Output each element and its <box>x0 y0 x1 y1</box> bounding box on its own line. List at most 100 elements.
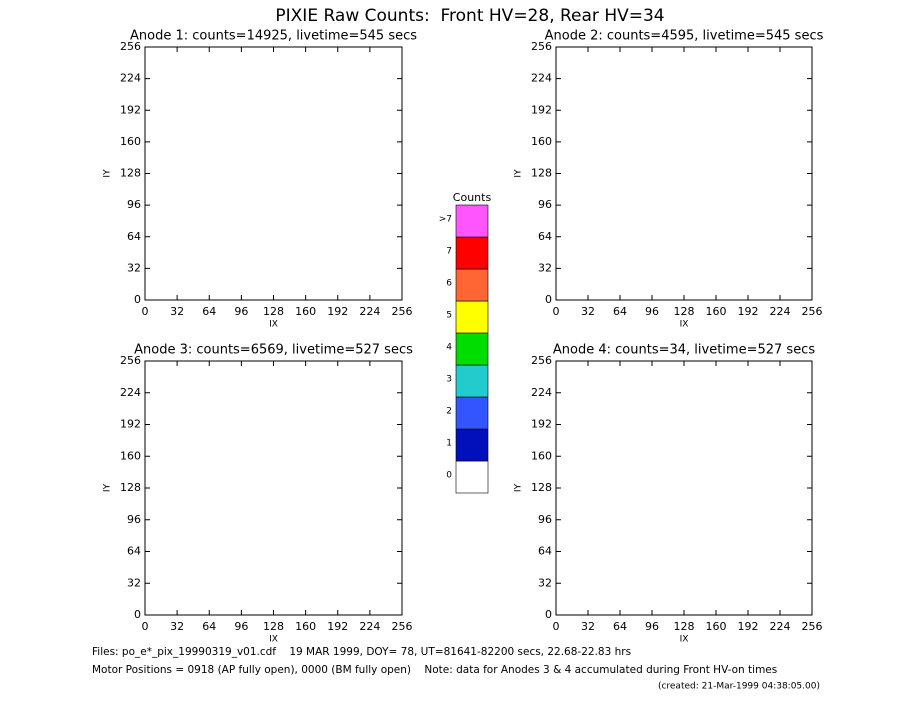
x-tick-label: 128 <box>674 620 695 633</box>
x-tick-label: 224 <box>770 620 791 633</box>
y-axis-label: IY <box>103 169 113 178</box>
x-axis-label: IX <box>269 320 278 330</box>
y-tick-label: 192 <box>120 418 141 431</box>
x-tick-label: 96 <box>645 620 659 633</box>
x-axis-label: IX <box>680 320 689 330</box>
x-tick-label: 32 <box>581 305 595 318</box>
x-tick-label: 224 <box>770 305 791 318</box>
plot-frame <box>144 46 403 301</box>
x-tick-label: 96 <box>234 620 248 633</box>
y-tick-label: 256 <box>531 354 552 367</box>
x-tick-label: 0 <box>553 620 560 633</box>
colorbar-title: Counts <box>453 191 492 204</box>
y-tick-label: 32 <box>127 576 141 589</box>
y-tick-label: 96 <box>538 198 552 211</box>
y-tick-label: 64 <box>127 545 141 558</box>
x-tick-label: 256 <box>802 620 823 633</box>
y-tick-label: 192 <box>531 103 552 116</box>
y-tick-label: 256 <box>120 354 141 367</box>
x-tick-label: 64 <box>613 305 627 318</box>
y-tick-label: 0 <box>134 293 141 306</box>
y-tick-label: 128 <box>531 167 552 180</box>
y-tick-label: 0 <box>545 608 552 621</box>
colorbar-label: 4 <box>446 343 452 353</box>
y-tick-label: 64 <box>538 545 552 558</box>
x-tick-label: 160 <box>295 620 316 633</box>
colorbar-cell <box>455 236 489 270</box>
y-tick-label: 128 <box>120 481 141 494</box>
colorbar-label: 0 <box>446 471 452 481</box>
y-axis-label: IY <box>514 169 524 178</box>
x-tick-label: 192 <box>738 305 759 318</box>
x-tick-label: 96 <box>234 305 248 318</box>
plot-frame <box>144 360 403 616</box>
y-tick-label: 256 <box>531 40 552 53</box>
colorbar-label: 3 <box>446 375 452 385</box>
x-tick-label: 64 <box>613 620 627 633</box>
colorbar-label: 2 <box>446 407 452 417</box>
panel-title: Anode 4: counts=34, livetime=527 secs <box>553 343 815 358</box>
colorbar-cell <box>455 204 489 238</box>
y-tick-label: 0 <box>545 293 552 306</box>
x-tick-label: 256 <box>392 305 413 318</box>
y-tick-label: 160 <box>531 135 552 148</box>
x-tick-label: 32 <box>581 620 595 633</box>
y-tick-label: 64 <box>127 230 141 243</box>
colorbar-label: 1 <box>446 439 452 449</box>
y-tick-label: 128 <box>120 167 141 180</box>
x-tick-label: 192 <box>327 620 348 633</box>
panel-title: Anode 1: counts=14925, livetime=545 secs <box>130 29 417 44</box>
x-tick-label: 128 <box>674 305 695 318</box>
colorbar-label: 6 <box>446 279 452 289</box>
x-tick-label: 128 <box>263 305 284 318</box>
y-tick-label: 256 <box>120 40 141 53</box>
y-tick-label: 96 <box>538 513 552 526</box>
x-tick-label: 128 <box>263 620 284 633</box>
x-tick-label: 32 <box>170 620 184 633</box>
y-tick-label: 32 <box>127 261 141 274</box>
panel-title: Anode 3: counts=6569, livetime=527 secs <box>134 343 413 358</box>
x-tick-label: 160 <box>295 305 316 318</box>
colorbar-label: >7 <box>439 215 452 225</box>
x-tick-label: 96 <box>645 305 659 318</box>
plot-frame <box>555 360 813 616</box>
y-tick-label: 224 <box>531 72 552 85</box>
x-tick-label: 32 <box>170 305 184 318</box>
colorbar-label: 7 <box>446 247 452 257</box>
y-tick-label: 160 <box>120 135 141 148</box>
colorbar-cell <box>455 428 489 462</box>
y-tick-label: 128 <box>531 481 552 494</box>
y-tick-label: 96 <box>127 513 141 526</box>
x-tick-label: 0 <box>142 305 149 318</box>
footer-line: (created: 21-Mar-1999 04:38:05.00) <box>658 682 820 692</box>
x-tick-label: 224 <box>359 305 380 318</box>
x-tick-label: 64 <box>202 305 216 318</box>
x-tick-label: 64 <box>202 620 216 633</box>
x-tick-label: 192 <box>327 305 348 318</box>
colorbar-cell <box>455 332 489 366</box>
footer-line: Motor Positions = 0918 (AP fully open), … <box>92 664 777 676</box>
colorbar-label: 5 <box>446 311 452 321</box>
colorbar-cell <box>455 268 489 302</box>
x-tick-label: 224 <box>359 620 380 633</box>
y-tick-label: 192 <box>120 103 141 116</box>
y-tick-label: 32 <box>538 576 552 589</box>
plot-frame <box>555 46 813 301</box>
y-tick-label: 64 <box>538 230 552 243</box>
x-tick-label: 0 <box>142 620 149 633</box>
y-tick-label: 0 <box>134 608 141 621</box>
y-axis-label: IY <box>103 483 113 492</box>
y-tick-label: 160 <box>531 449 552 462</box>
y-tick-label: 224 <box>120 72 141 85</box>
x-axis-label: IX <box>269 635 278 645</box>
x-tick-label: 160 <box>706 620 727 633</box>
x-tick-label: 192 <box>738 620 759 633</box>
panel-title: Anode 2: counts=4595, livetime=545 secs <box>545 29 824 44</box>
x-tick-label: 256 <box>392 620 413 633</box>
y-tick-label: 96 <box>127 198 141 211</box>
y-axis-label: IY <box>514 483 524 492</box>
colorbar-cell <box>455 300 489 334</box>
y-tick-label: 160 <box>120 449 141 462</box>
